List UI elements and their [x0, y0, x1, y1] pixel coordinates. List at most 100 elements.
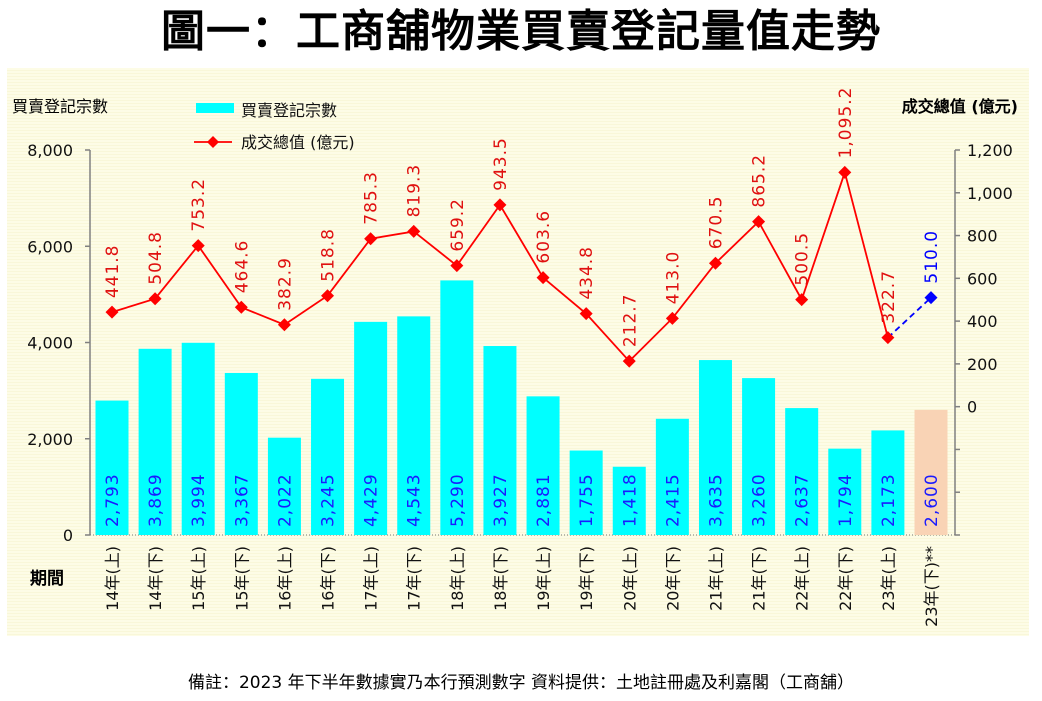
- x-tick-label: 16年(上): [275, 546, 294, 611]
- line-value-label: 504.8: [146, 231, 166, 285]
- left-axis-title: 買賣登記宗數: [12, 97, 108, 116]
- legend-line-marker: [207, 136, 219, 148]
- line-point-marker: [493, 198, 507, 212]
- line-value-label: 753.2: [189, 178, 209, 232]
- line-point-marker: [450, 259, 464, 273]
- line-value-label: 413.0: [663, 251, 683, 305]
- bar-value-label: 1,794: [836, 473, 856, 527]
- bar-value-label: 2,022: [275, 473, 295, 527]
- left-tick-label: 2,000: [27, 430, 73, 449]
- line-value-label: 500.5: [793, 232, 813, 286]
- bar-forecast: [914, 409, 948, 535]
- x-tick-label: 21年(上): [706, 546, 725, 611]
- bar: [871, 430, 905, 535]
- line-value-label: 865.2: [750, 154, 770, 208]
- legend-bar-label: 買賣登記宗數: [241, 101, 337, 120]
- x-tick-label: 15年(下): [232, 546, 251, 611]
- left-tick-label: 6,000: [27, 237, 73, 256]
- x-tick-label: 23年(下)**: [922, 546, 941, 627]
- line-value-label: 819.3: [405, 164, 425, 218]
- right-tick-label: 400: [967, 312, 998, 331]
- line-point-marker: [579, 307, 593, 321]
- bar-value-label: 3,367: [232, 473, 252, 527]
- bar: [785, 408, 819, 535]
- line-point-marker: [752, 215, 766, 229]
- bar-value-label: 3,245: [319, 473, 339, 527]
- line-point-marker: [148, 292, 162, 306]
- chart-panel: [7, 68, 1029, 636]
- line-point-marker: [881, 331, 895, 345]
- bar: [311, 378, 345, 535]
- line-point-marker: [105, 305, 119, 319]
- right-tick-label: 200: [967, 355, 998, 374]
- legend-bar-swatch: [196, 103, 234, 113]
- legend-line-label: 成交總值 (億元): [241, 133, 355, 152]
- bar: [526, 396, 560, 535]
- bar-value-label: 3,635: [706, 473, 726, 527]
- line-value-label: 670.5: [706, 196, 726, 250]
- x-tick-label: 15年(上): [189, 546, 208, 611]
- bar: [698, 360, 732, 535]
- line-value-label: 1,095.2: [836, 87, 856, 159]
- line-point-marker: [277, 318, 291, 332]
- bar-value-label: 1,755: [577, 473, 597, 527]
- line-series: [105, 165, 938, 368]
- bar-value-label: 3,260: [750, 473, 770, 527]
- bar-value-label: 2,173: [879, 473, 899, 527]
- line-point-marker: [708, 256, 722, 270]
- x-tick-label: 18年(上): [448, 546, 467, 611]
- line-value-label: 464.6: [232, 240, 252, 294]
- line-point-marker: [795, 293, 809, 307]
- bar: [742, 378, 776, 535]
- line-labels: 441.8 504.8 753.2 464.6 382.9 518.8 785.3 819.3…: [103, 87, 942, 348]
- right-tick-label: 1,000: [967, 184, 1013, 203]
- x-tick-label: 19年(下): [577, 546, 596, 611]
- line-point-marker: [665, 311, 679, 325]
- line-value-label: 434.8: [577, 246, 597, 300]
- bar-value-label: 2,793: [103, 473, 123, 527]
- x-tick-label: 19年(上): [534, 546, 553, 611]
- bar: [267, 437, 301, 535]
- bar: [828, 448, 862, 535]
- left-tick-label: 0: [63, 526, 73, 545]
- x-tick-label: 18年(下): [491, 546, 510, 611]
- bar-value-label: 2,881: [534, 473, 554, 527]
- line-value-label: 322.7: [879, 270, 899, 324]
- axes: 0 2,000 4,000 6,000 8,000 0 200 400 600 800 1,000 1…: [27, 141, 1013, 545]
- x-tick-label: 14年(上): [103, 546, 122, 611]
- right-tick-label: 0: [967, 398, 977, 417]
- line-value-label: 659.2: [448, 198, 468, 252]
- bar-value-label: 2,415: [663, 473, 683, 527]
- forecast-value-label: 510.0: [922, 230, 942, 284]
- line-value-label: 518.8: [319, 228, 339, 282]
- bar: [224, 372, 258, 535]
- left-tick-label: 4,000: [27, 334, 73, 353]
- line-point-marker: [364, 232, 378, 246]
- x-tick-label: 14年(下): [146, 546, 165, 611]
- bar-value-label: 2,637: [793, 473, 813, 527]
- bar-value-label: 1,418: [620, 473, 640, 527]
- bar: [397, 316, 431, 535]
- x-tick-label: 20年(上): [620, 546, 639, 611]
- bar: [612, 466, 646, 535]
- line-value-label: 382.9: [275, 257, 295, 311]
- bar: [95, 400, 129, 535]
- bar: [440, 280, 474, 535]
- x-axis-title: 期間: [30, 569, 64, 589]
- line-point-marker: [407, 224, 421, 238]
- bar-value-label: 3,927: [491, 473, 511, 527]
- line-value-label: 212.7: [620, 294, 640, 348]
- chart-title: 圖一：工商舖物業買賣登記量值走勢: [161, 6, 881, 57]
- bars: [95, 280, 948, 535]
- bar: [138, 348, 172, 535]
- x-tick-label: 21年(下): [750, 546, 769, 611]
- bar-value-label: 5,290: [448, 473, 468, 527]
- right-axis-title: 成交總值 (億元): [902, 97, 1018, 116]
- forecast-point-marker: [924, 291, 938, 305]
- x-tick-label: 17年(下): [405, 546, 424, 611]
- bar-labels: 2,793 3,869 3,994 3,367 2,022 3,245 4,429 4,543…: [103, 473, 942, 527]
- x-tick-labels: 14年(上) 14年(下) 15年(上) 15年(下) 16年(上) 16年(下) 17年(…: [103, 546, 941, 627]
- x-tick-label: 22年(上): [793, 546, 812, 611]
- bar-value-label: 3,994: [189, 473, 209, 527]
